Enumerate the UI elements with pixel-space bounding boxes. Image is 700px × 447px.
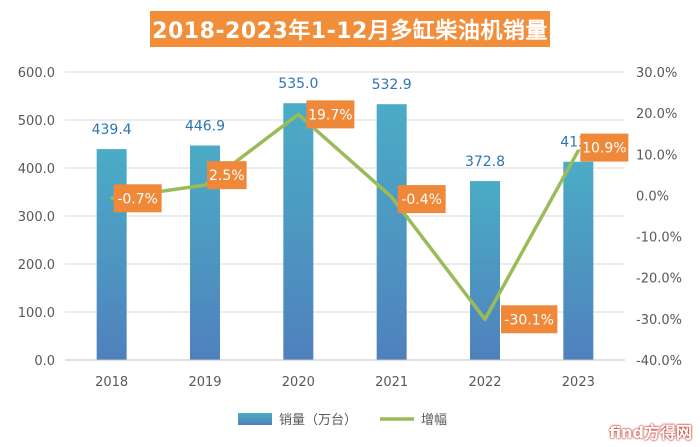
bar-value-label: 439.4 bbox=[92, 122, 132, 138]
watermark-logo: find方得网 bbox=[609, 423, 692, 442]
legend-bar-swatch bbox=[238, 413, 272, 425]
bar-value-label: 532.9 bbox=[372, 77, 412, 93]
y-right-tick-label: 0.0% bbox=[636, 189, 669, 204]
growth-line bbox=[111, 112, 580, 322]
y-right-tick-label: -40.0% bbox=[636, 354, 682, 369]
x-tick-label: 2020 bbox=[282, 375, 315, 390]
growth-point bbox=[483, 317, 487, 321]
y-right-tick-label: -10.0% bbox=[636, 231, 682, 246]
growth-value-label: 2.5% bbox=[209, 168, 245, 184]
growth-point bbox=[296, 112, 300, 116]
y-right-tick-label: -20.0% bbox=[636, 272, 682, 287]
x-tick-label: 2019 bbox=[188, 375, 221, 390]
y-left-tick-label: 100.0 bbox=[18, 306, 55, 321]
y-right-tick-label: 20.0% bbox=[636, 107, 677, 122]
growth-point bbox=[576, 149, 580, 153]
legend: 销量（万台） 增幅 bbox=[238, 413, 447, 428]
y-right-tick-label: -30.0% bbox=[636, 313, 682, 328]
growth-point bbox=[203, 183, 207, 187]
data-labels: 439.4446.9535.0532.9372.8413.1-0.7%2.5%1… bbox=[92, 76, 629, 334]
bar-2022 bbox=[470, 181, 500, 360]
growth-annotation-box bbox=[207, 161, 247, 190]
growth-value-label: 10.9% bbox=[582, 141, 626, 157]
bar-value-label: 372.8 bbox=[465, 154, 505, 170]
growth-annotation-box bbox=[306, 100, 355, 129]
bar-2018 bbox=[96, 149, 127, 360]
x-tick-label: 2021 bbox=[375, 375, 408, 390]
line-series bbox=[110, 112, 580, 322]
y-right-tick-label: 30.0% bbox=[636, 66, 677, 81]
bar-value-label: 535.0 bbox=[278, 76, 318, 92]
bar-value-label: 446.9 bbox=[185, 118, 225, 134]
y-left-tick-label: 300.0 bbox=[18, 210, 55, 225]
growth-value-label: -0.7% bbox=[117, 191, 158, 207]
y-right-tick-label: 10.0% bbox=[636, 148, 677, 163]
growth-annotation-box bbox=[580, 133, 629, 162]
growth-annotation-box bbox=[501, 305, 558, 334]
y-left-tick-label: 500.0 bbox=[18, 114, 55, 129]
legend-bar-label: 销量（万台） bbox=[279, 413, 357, 428]
bar-2021 bbox=[376, 104, 407, 360]
growth-point bbox=[390, 195, 394, 199]
growth-value-label: -30.1% bbox=[504, 312, 554, 328]
growth-point bbox=[110, 196, 114, 200]
legend-line-label: 增幅 bbox=[421, 413, 447, 428]
y-left-tick-label: 400.0 bbox=[18, 162, 55, 177]
growth-value-label: 19.7% bbox=[308, 107, 352, 123]
y-left-tick-label: 600.0 bbox=[18, 66, 55, 81]
growth-annotation-box bbox=[113, 184, 162, 213]
axes: 0.0 100.0 200.0 300.0 400.0 500.0 600.0 -40.0% -… bbox=[18, 66, 682, 390]
y-left-tick-label: 200.0 bbox=[18, 258, 55, 273]
growth-annotation-box bbox=[397, 185, 446, 214]
x-tick-label: 2018 bbox=[95, 375, 128, 390]
bar-series bbox=[96, 103, 594, 360]
x-tick-label: 2023 bbox=[562, 375, 595, 390]
chart-title: 2018-2023年1-12月多缸柴油机销量 bbox=[150, 11, 550, 47]
growth-value-label: -0.4% bbox=[401, 192, 442, 208]
bar-2020 bbox=[283, 103, 314, 360]
x-tick-label: 2022 bbox=[468, 375, 501, 390]
y-left-tick-label: 0.0 bbox=[34, 354, 55, 369]
bar-2023 bbox=[563, 161, 594, 360]
